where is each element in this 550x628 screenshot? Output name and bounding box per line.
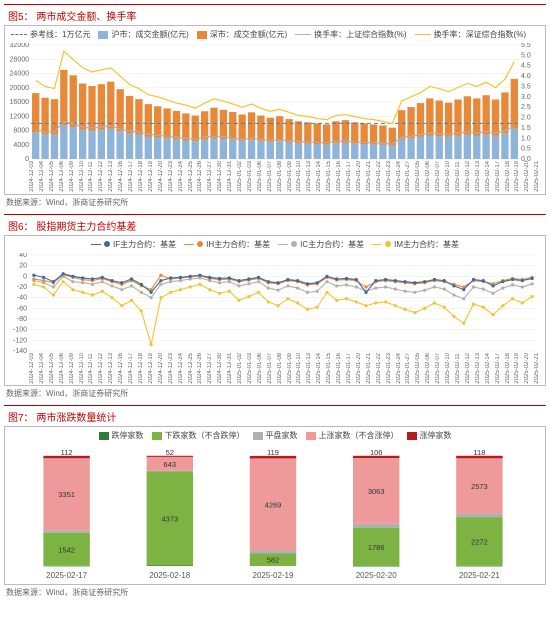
svg-text:4.0: 4.0 [521, 73, 531, 80]
legend-item: IM主力合约：基差 [372, 239, 459, 250]
svg-text:3351: 3351 [58, 491, 75, 500]
svg-text:112: 112 [61, 448, 73, 457]
svg-text:2025-02-17: 2025-02-17 [46, 571, 87, 580]
figure-5-plot: 0400080001200016000200002400028000320000… [5, 43, 545, 161]
svg-text:3063: 3063 [368, 487, 385, 496]
svg-text:-140: -140 [13, 348, 27, 353]
svg-text:8000: 8000 [13, 128, 29, 135]
svg-text:643: 643 [164, 460, 177, 469]
svg-text:1542: 1542 [58, 546, 75, 555]
svg-text:32000: 32000 [10, 43, 30, 49]
legend-item: 深市：成交金额(亿元) [197, 29, 287, 40]
legend-item: IC主力合约：基差 [278, 239, 364, 250]
figure-7: 图7： 两市涨跌数量统计 跌停家数下跌家数（不含跌停） 平盘家数上涨家数（不含涨停… [4, 405, 546, 598]
svg-text:12000: 12000 [10, 113, 30, 120]
svg-text:-60: -60 [17, 305, 27, 312]
svg-text:40: 40 [19, 253, 27, 259]
figure-5-body: 参考线：1万亿元沪市：成交金额(亿元) 深市：成交金额(亿元) 换手率：上证综合指数… [4, 25, 546, 195]
figure-5-title: 图5： 两市成交金额、换手率 [4, 4, 546, 25]
svg-text:2.5: 2.5 [521, 104, 531, 111]
svg-text:2025-02-21: 2025-02-21 [459, 571, 500, 580]
svg-text:16000: 16000 [10, 99, 30, 106]
figure-6-body: IF主力合约：基差 IH主力合约：基差 IC主力合约：基差 IM主力合约：基差 -14… [4, 235, 546, 387]
svg-text:4.5: 4.5 [521, 63, 531, 70]
svg-text:4000: 4000 [13, 142, 29, 149]
legend-item: 换手率：上证综合指数(%) [295, 29, 406, 40]
figure-5: 图5： 两市成交金额、换手率 参考线：1万亿元沪市：成交金额(亿元) 深市：成交金… [4, 4, 546, 208]
legend-item: 上涨家数（不含涨停） [306, 430, 399, 441]
legend-item: 跌停家数 [99, 430, 144, 441]
svg-text:2272: 2272 [471, 538, 488, 547]
legend-item: 平盘家数 [253, 430, 298, 441]
figure-7-plot: 8154211633511122025-02-17254373386435220… [5, 444, 545, 584]
svg-text:0.5: 0.5 [521, 146, 531, 153]
figure-6: 图6： 股指期货主力合约基差 IF主力合约：基差 IH主力合约：基差 IC主力合约：… [4, 214, 546, 400]
legend-item: 涨停家数 [407, 430, 452, 441]
legend-item: 下跌家数（不含跌停） [152, 430, 245, 441]
figure-5-xlabels: 2024-12-032024-12-042024-12-052024-12-06… [5, 161, 545, 194]
svg-text:20: 20 [19, 262, 27, 269]
svg-text:3.0: 3.0 [521, 94, 531, 101]
svg-text:2573: 2573 [471, 482, 488, 491]
svg-text:1786: 1786 [368, 543, 385, 552]
svg-text:0: 0 [23, 273, 27, 280]
svg-text:5.0: 5.0 [521, 52, 531, 59]
svg-text:5.5: 5.5 [521, 43, 531, 49]
legend-item: 参考线：1万亿元 [11, 29, 90, 40]
figure-6-title: 图6： 股指期货主力合约基差 [4, 214, 546, 235]
svg-text:28000: 28000 [10, 56, 30, 63]
svg-text:-120: -120 [13, 337, 27, 344]
figure-5-legend: 参考线：1万亿元沪市：成交金额(亿元) 深市：成交金额(亿元) 换手率：上证综合指数… [5, 26, 545, 43]
svg-text:24000: 24000 [10, 71, 30, 78]
svg-text:2025-02-20: 2025-02-20 [356, 571, 397, 580]
svg-text:118: 118 [473, 448, 485, 457]
svg-text:-100: -100 [13, 326, 27, 333]
legend-item: 换手率：深证综合指数(%) [415, 29, 526, 40]
figure-7-title: 图7： 两市涨跌数量统计 [4, 405, 546, 426]
figure-6-source: 数据来源：Wind，浙商证券研究所 [4, 386, 546, 399]
svg-text:1.5: 1.5 [521, 125, 531, 132]
svg-text:2025-02-19: 2025-02-19 [253, 571, 294, 580]
figure-6-legend: IF主力合约：基差 IH主力合约：基差 IC主力合约：基差 IM主力合约：基差 [5, 236, 545, 253]
svg-text:20000: 20000 [10, 85, 30, 92]
svg-text:-20: -20 [17, 284, 27, 291]
figure-6-plot: -140 -120 -100 -80 -60 -40 -20 0 20 40 [5, 253, 545, 353]
svg-text:-40: -40 [17, 294, 27, 301]
svg-text:119: 119 [267, 448, 279, 457]
svg-text:1.0: 1.0 [521, 135, 531, 142]
svg-text:3.5: 3.5 [521, 83, 531, 90]
figure-7-legend: 跌停家数下跌家数（不含跌停） 平盘家数上涨家数（不含涨停） 涨停家数 [5, 427, 545, 444]
figure-7-source: 数据来源：Wind，浙商证券研究所 [4, 585, 546, 598]
svg-text:106: 106 [370, 448, 383, 457]
svg-text:-80: -80 [17, 316, 27, 323]
legend-item: IH主力合约：基差 [184, 239, 270, 250]
figure-7-body: 跌停家数下跌家数（不含跌停）平盘家数上涨家数（不含涨停）涨停家数 8154211… [4, 426, 546, 585]
svg-text:2025-02-18: 2025-02-18 [149, 571, 190, 580]
svg-text:2.0: 2.0 [521, 115, 531, 122]
legend-item: 沪市：成交金额(亿元) [98, 29, 188, 40]
figure-5-source: 数据来源：Wind，浙商证券研究所 [4, 195, 546, 208]
legend-item: IF主力合约：基差 [91, 239, 176, 250]
svg-text:582: 582 [267, 556, 280, 565]
figure-6-xlabels: 2024-12-032024-12-042024-12-052024-12-06… [5, 353, 545, 386]
svg-text:52: 52 [166, 448, 174, 457]
svg-text:4373: 4373 [161, 515, 178, 524]
svg-text:4269: 4269 [265, 501, 282, 510]
